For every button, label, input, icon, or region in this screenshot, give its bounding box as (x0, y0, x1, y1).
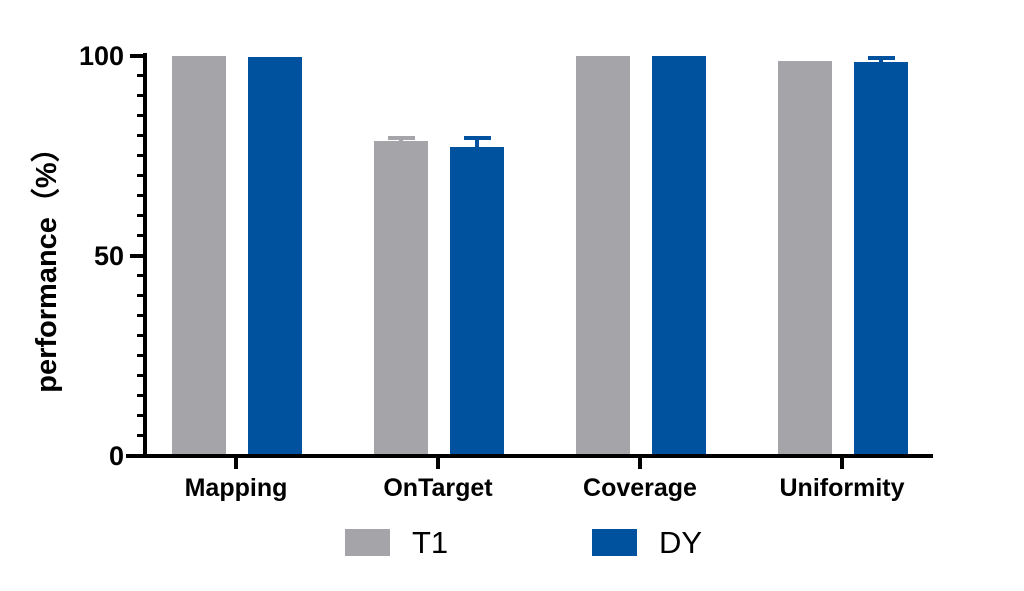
bar-dy-coverage (652, 56, 706, 458)
x-category-label: OnTarget (383, 474, 493, 502)
y-minor-tick (137, 394, 147, 398)
legend-item-t1: T1 (345, 527, 448, 558)
bar-t1-coverage (576, 56, 630, 458)
y-tick-label: 50 (93, 240, 124, 271)
legend-swatch-t1 (345, 529, 390, 556)
y-minor-tick (137, 274, 147, 278)
legend-label-dy: DY (659, 525, 703, 560)
y-minor-tick (137, 414, 147, 418)
x-category-label: Uniformity (779, 474, 905, 502)
error-bar-cap (463, 136, 491, 141)
bar-t1-ontarget (374, 140, 428, 458)
legend-swatch-dy (592, 529, 637, 556)
x-category-tick (840, 457, 844, 469)
bar-t1-mapping (172, 56, 226, 458)
y-minor-tick (137, 194, 147, 198)
y-major-tick (130, 453, 147, 458)
error-bar-stem (399, 138, 403, 144)
y-minor-tick (137, 114, 147, 118)
error-bar-cap (387, 136, 415, 141)
bar-t1-uniformity (778, 60, 832, 458)
y-minor-tick (137, 314, 147, 318)
bar-dy-ontarget (450, 146, 504, 458)
x-category-tick (638, 457, 642, 469)
bar-dy-uniformity (854, 62, 908, 458)
x-category-label: Coverage (583, 474, 697, 502)
x-category-tick (436, 457, 440, 469)
y-minor-tick (137, 214, 147, 218)
y-tick-label: 100 (78, 41, 124, 71)
error-bar-stem (879, 58, 883, 66)
y-minor-tick (137, 294, 147, 298)
y-minor-tick (137, 234, 147, 238)
y-tick-label: 0 (108, 440, 124, 471)
y-minor-tick (137, 334, 147, 338)
legend-item-dy: DY (592, 527, 702, 558)
legend-label-t1: T1 (412, 525, 449, 560)
y-major-tick (130, 253, 147, 258)
x-category-label: Mapping (184, 474, 288, 502)
y-minor-tick (137, 354, 147, 358)
y-minor-tick (137, 74, 147, 78)
x-category-tick (234, 457, 238, 469)
y-minor-tick (137, 174, 147, 178)
bar-dy-mapping (248, 56, 302, 458)
y-minor-tick (137, 94, 147, 98)
y-major-tick (130, 54, 147, 58)
error-bar-stem (475, 138, 479, 150)
y-minor-tick (137, 154, 147, 158)
y-minor-tick (137, 374, 147, 378)
x-axis-line (126, 453, 933, 458)
error-bar-cap (867, 56, 895, 61)
y-minor-tick (137, 434, 147, 438)
y-minor-tick (137, 134, 147, 138)
